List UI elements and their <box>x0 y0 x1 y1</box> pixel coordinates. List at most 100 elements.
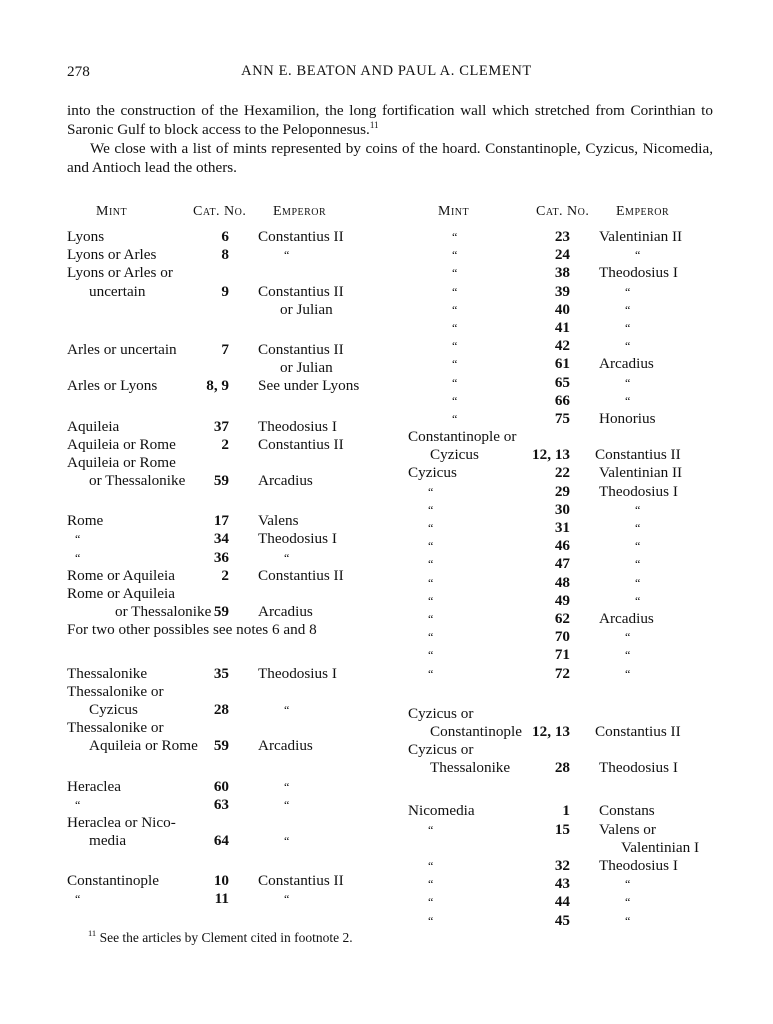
spacer <box>67 490 387 512</box>
ditto-mark: “ <box>625 666 631 681</box>
emperor-name: Theodosius I <box>599 857 678 874</box>
catalogue-number: 40 <box>554 300 570 318</box>
mint-name: Aquileia or Rome <box>89 737 198 755</box>
table-row: Lyons or Arles or <box>67 264 387 282</box>
table-row: Cyzicus or <box>408 705 718 723</box>
table-row: Nicomedia 1 Constans <box>408 802 718 820</box>
catalogue-number: 15 <box>554 820 570 838</box>
mint-name: or Thessalonike <box>89 472 186 490</box>
table-row: Rome 17 Valens <box>67 512 387 530</box>
emperor-name: Constantius II <box>595 446 681 464</box>
mint-name: Heraclea or Nico- <box>67 813 176 831</box>
table-row: “ 42 “ <box>408 337 718 355</box>
emperor-name: Valens <box>258 512 299 530</box>
ditto-mark: “ <box>625 320 631 335</box>
emperor-name: or Julian <box>280 359 333 377</box>
ditto-mark: “ <box>452 393 458 408</box>
catalogue-number: 64 <box>213 832 229 850</box>
mint-name: Thessalonike or <box>67 682 164 700</box>
catalogue-number: 6 <box>221 228 229 245</box>
table-row: Rome or Aquileia 2 Constantius II <box>67 567 387 585</box>
table-row: “ 63 “ <box>67 796 387 814</box>
catalogue-number: 59 <box>213 472 229 490</box>
catalogue-number: 59 <box>213 603 229 621</box>
table-row: “ 47 “ <box>408 555 718 573</box>
emperor-name: Arcadius <box>599 609 654 627</box>
table-row: Arles or uncertain 7 Constantius II <box>67 341 387 359</box>
mint-name: Thessalonike <box>67 664 148 682</box>
table-row: Thessalonike or <box>67 719 387 737</box>
ditto-mark: “ <box>428 895 434 910</box>
footnote: 11 See the articles by Clement cited in … <box>88 928 353 945</box>
catalogue-number: 72 <box>554 664 570 682</box>
catalogue-number: 59 <box>213 737 229 755</box>
table-row: Arles or Lyons 8, 9 See under Lyons <box>67 377 387 395</box>
table-row: “ 70 “ <box>408 628 718 646</box>
table-row: “ 41 “ <box>408 319 718 337</box>
mint-name: Cyzicus <box>408 464 457 482</box>
mint-name: Arles or uncertain <box>67 340 177 358</box>
catalogue-number: 35 <box>213 664 229 682</box>
catalogue-number: 24 <box>554 246 570 264</box>
table-row: Lyons or Arles 8 “ <box>67 246 387 264</box>
catalogue-number: 43 <box>554 875 570 893</box>
ditto-mark: “ <box>625 393 631 408</box>
ditto-mark: “ <box>284 702 290 717</box>
catalogue-number: 12, 13 <box>532 446 570 464</box>
ditto-mark: “ <box>284 797 290 812</box>
emperor-name: Constantius II <box>258 282 344 300</box>
emperor-name: Valentinian II <box>599 464 683 482</box>
ditto-mark: “ <box>452 320 458 335</box>
catalogue-number: 8 <box>221 246 229 264</box>
ditto-mark: “ <box>452 284 458 299</box>
mint-name: Constantinople or <box>408 428 517 446</box>
emperor-name: Arcadius <box>258 472 313 490</box>
ditto-mark: “ <box>625 302 631 317</box>
ditto-mark: “ <box>635 593 641 608</box>
ditto-mark: “ <box>452 339 458 354</box>
table-row: “ 34 Theodosius I <box>67 530 387 548</box>
emperor-name: Theodosius I <box>599 759 678 777</box>
ditto-mark: “ <box>428 557 434 572</box>
ditto-mark: “ <box>428 611 434 626</box>
table-row: Aquileia 37 Theodosius I <box>67 418 387 436</box>
table-row: “ 71 “ <box>408 646 718 664</box>
catalogue-number: 47 <box>554 555 570 573</box>
catalogue-number: 48 <box>554 573 570 591</box>
table-row: “ 43 “ <box>408 875 718 893</box>
table-row: Aquileia or Rome 59 Arcadius <box>67 737 387 755</box>
table-row: Aquileia or Rome <box>67 454 387 472</box>
mint-table-left: Mint Cat. No. Emperor Lyons 6 Constantius … <box>67 204 387 909</box>
header-cat-no: Cat. No. <box>193 204 247 219</box>
table-row: Cyzicus or <box>408 741 718 759</box>
ditto-mark: “ <box>635 557 641 572</box>
ditto-mark: “ <box>428 539 434 554</box>
catalogue-number: 63 <box>213 795 229 813</box>
table-row: “ 29 Theodosius I <box>408 483 718 501</box>
catalogue-number: 65 <box>554 373 570 391</box>
table-row: “ 65 “ <box>408 374 718 392</box>
catalogue-number: 39 <box>554 282 570 300</box>
catalogue-number: 12, 13 <box>532 722 570 740</box>
table-row: Constantinople 12, 13 Constantius II <box>408 723 718 741</box>
catalogue-number: 49 <box>554 591 570 609</box>
table-row: “ 48 “ <box>408 574 718 592</box>
catalogue-number: 62 <box>554 609 570 627</box>
table-row: “ 39 “ <box>408 283 718 301</box>
emperor-name: Arcadius <box>258 603 313 621</box>
table-row: or Thessalonike 59 Arcadius <box>67 472 387 490</box>
catalogue-number: 17 <box>213 512 229 530</box>
table-row: “ 38 Theodosius I <box>408 264 718 282</box>
ditto-mark: “ <box>452 302 458 317</box>
ditto-mark: “ <box>625 895 631 910</box>
mint-name: Lyons or Arles <box>67 246 157 264</box>
header-mint: Mint <box>438 204 470 219</box>
ditto-mark: “ <box>284 550 290 565</box>
catalogue-number: 2 <box>221 566 229 584</box>
ditto-mark: “ <box>625 913 631 928</box>
header-cat-no: Cat. No. <box>536 204 590 219</box>
mint-name: Lyons or Arles or <box>67 264 173 282</box>
ditto-mark: “ <box>75 532 81 547</box>
ditto-mark: “ <box>635 521 641 535</box>
emperor-name: Honorius <box>599 409 656 427</box>
